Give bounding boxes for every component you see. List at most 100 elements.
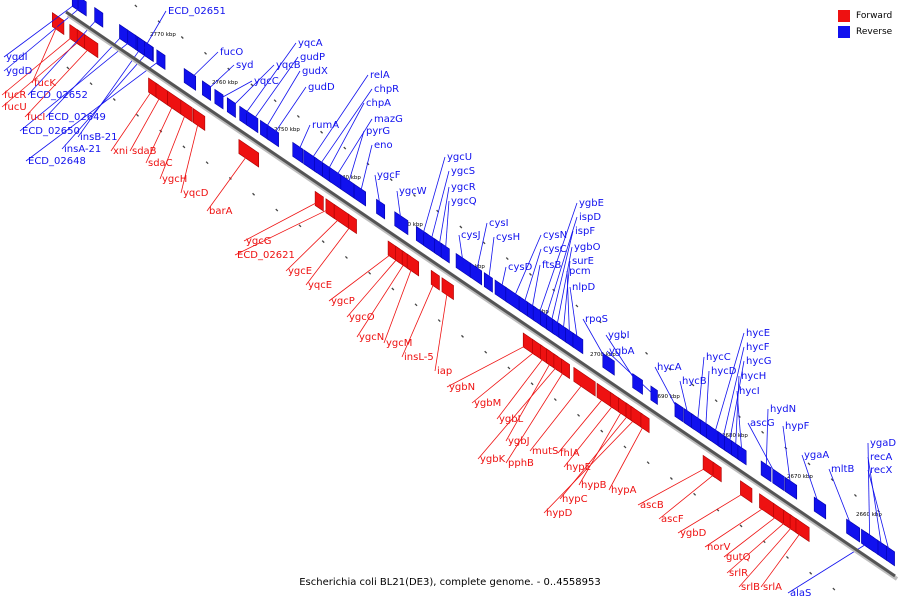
leader-line-ygcw bbox=[396, 190, 402, 224]
axis-tick-mark bbox=[461, 334, 464, 338]
reverse-gene-bar-ygdd bbox=[77, 0, 87, 17]
gene-label-cysd: cysD bbox=[508, 262, 533, 273]
gene-label-xni: xni bbox=[113, 146, 128, 157]
gene-label-gudd: gudD bbox=[308, 82, 335, 93]
axis-tick-mark bbox=[298, 224, 302, 228]
leader-line-ygbd bbox=[677, 491, 747, 534]
leader-line-ygbo bbox=[555, 246, 573, 329]
gene-label-ascf: ascF bbox=[661, 514, 684, 525]
axis-tick-mark bbox=[530, 382, 534, 386]
axis-tick-mark bbox=[807, 462, 811, 466]
gene-label-ygcw: ygcW bbox=[399, 186, 427, 197]
gene-label-ygdd: ygdD bbox=[6, 66, 33, 77]
leader-line-cysn bbox=[512, 234, 542, 300]
gene-label-bara: barA bbox=[209, 206, 233, 217]
gene-label-fuci: fucI bbox=[27, 112, 45, 123]
axis-tick-mark bbox=[600, 429, 604, 433]
legend-forward-label: Forward bbox=[856, 11, 893, 21]
map-caption: Escherichia coli BL21(DE3), complete gen… bbox=[299, 577, 601, 588]
gene-label-hypf: hypF bbox=[785, 421, 810, 432]
leader-line-pyrg bbox=[347, 130, 365, 187]
leader-line-srlb bbox=[738, 524, 795, 588]
gene-label-ftsb: ftsB bbox=[542, 260, 561, 271]
gene-label-ispf: ispF bbox=[575, 226, 595, 237]
axis-tick-label-2690-kbp: 2690 kbp bbox=[654, 394, 680, 400]
leader-line-hycd bbox=[705, 370, 710, 431]
axis-tick-mark bbox=[529, 272, 532, 276]
leader-line-hyce bbox=[713, 332, 745, 436]
gene-label-hyca: hycA bbox=[657, 362, 682, 373]
gene-label-yqcc: yqcC bbox=[254, 76, 279, 87]
axis-tick-mark bbox=[714, 399, 718, 403]
gene-label-ygcu: ygcU bbox=[447, 152, 472, 163]
gene-label-iap: iap bbox=[437, 366, 452, 377]
axis-tick-mark bbox=[412, 193, 416, 197]
reverse-gene-bar-ygcf bbox=[376, 198, 386, 220]
axis-tick-label-2680-kbp: 2680 kbp bbox=[722, 433, 748, 439]
axis-tick-mark bbox=[621, 336, 625, 340]
gene-label-hyce: hycE bbox=[746, 328, 770, 339]
leader-line-ascf bbox=[658, 471, 718, 520]
reverse-gene-bar-hyca bbox=[674, 401, 684, 423]
leader-line-norv bbox=[704, 505, 768, 548]
reverse-gene-bar-ygcq bbox=[440, 242, 450, 264]
gene-label-ecd-02650: ECD_02650 bbox=[22, 126, 80, 137]
gene-label-yqcb: yqcB bbox=[276, 60, 301, 71]
gene-label-srlr: srlR bbox=[729, 568, 748, 579]
leader-line-chpr bbox=[318, 88, 373, 168]
leader-line-ygce bbox=[285, 216, 342, 272]
label-leaders-layer bbox=[1, 2, 891, 594]
gene-label-ygdi: ygdI bbox=[6, 52, 28, 63]
gene-label-ygce: ygcE bbox=[288, 266, 312, 277]
gene-label-ygcr: ygcR bbox=[451, 182, 476, 193]
gene-label-rela: relA bbox=[370, 70, 390, 81]
gene-label-ygbm: ygbM bbox=[474, 398, 501, 409]
leader-line-srla bbox=[760, 529, 803, 588]
leader-line-bara bbox=[206, 153, 250, 212]
leader-line-ygbe bbox=[537, 202, 578, 317]
gene-label-srlb: srlB bbox=[741, 582, 760, 593]
leader-line-hypd bbox=[543, 416, 638, 514]
gene-label-hypc: hypC bbox=[562, 494, 588, 505]
forward-gene-bar-srla bbox=[795, 517, 810, 543]
gene-label-hycd: hycD bbox=[711, 366, 737, 377]
axis-tick-label-2750-kbp: 2750 kbp bbox=[274, 127, 300, 133]
leader-line-mltb bbox=[828, 468, 854, 531]
gene-label-ruma: rumA bbox=[312, 120, 339, 131]
leader-line-insa-21 bbox=[61, 50, 149, 150]
axis-tick-mark bbox=[553, 398, 557, 402]
leader-line-cysi bbox=[475, 222, 488, 275]
gene-label-hych: hycH bbox=[741, 371, 766, 382]
leader-line-ygcu bbox=[421, 156, 446, 238]
gene-label-insb-21: insB-21 bbox=[80, 132, 118, 143]
leader-line-ygbk bbox=[477, 363, 560, 460]
legend-item-forward: Forward bbox=[838, 8, 892, 24]
axis-tick-mark bbox=[296, 115, 300, 118]
gene-label-ygba: ygbA bbox=[609, 346, 635, 357]
gene-label-ygaa: ygaA bbox=[804, 450, 829, 461]
gene-label-hydn: hydN bbox=[770, 404, 796, 415]
gene-label-hycb: hycB bbox=[682, 376, 707, 387]
axis-tick-mark bbox=[809, 571, 813, 575]
gene-bars-layer bbox=[52, 0, 895, 567]
gene-label-nlpd: nlpD bbox=[572, 282, 595, 293]
axis-tick-mark bbox=[482, 241, 486, 245]
axis-tick-mark bbox=[668, 367, 672, 371]
gene-label-ygbe: ygbE bbox=[579, 198, 604, 209]
axis-tick-mark bbox=[344, 255, 348, 259]
gene-label-ascg: ascG bbox=[750, 418, 775, 429]
gene-label-sure: surE bbox=[572, 256, 594, 267]
leader-line-ygcp bbox=[328, 251, 395, 302]
gene-label-pphb: pphB bbox=[508, 458, 534, 469]
gene-label-insa-21: insA-21 bbox=[64, 144, 101, 155]
gene-label-ascb: ascB bbox=[640, 500, 664, 511]
axis-tick-label-2670-kbp: 2670 kbp bbox=[787, 474, 813, 480]
axis-tick-mark bbox=[853, 494, 857, 497]
leader-line-insb-21 bbox=[77, 46, 143, 138]
axis-tick-mark bbox=[693, 492, 697, 496]
leader-line-yqce bbox=[305, 223, 353, 286]
leader-line-eno bbox=[359, 144, 373, 196]
forward-gene-bar-ygce bbox=[333, 203, 350, 230]
leader-line-ygcg bbox=[243, 200, 320, 242]
